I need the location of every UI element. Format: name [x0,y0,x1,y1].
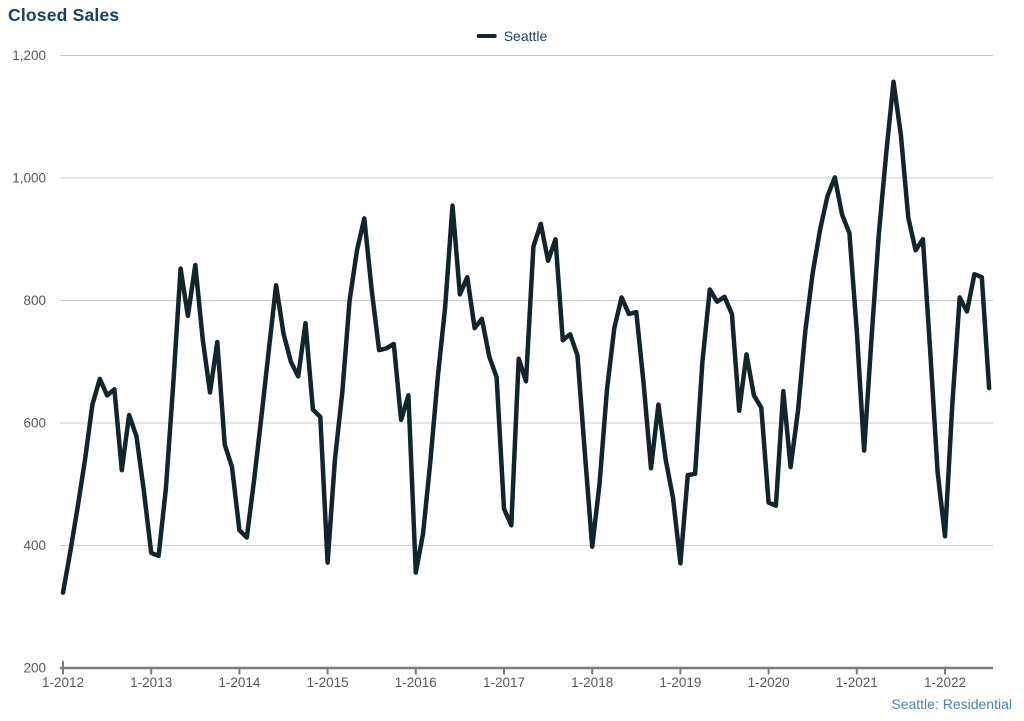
x-tick-label-1-2022: 1-2022 [924,675,966,690]
legend-label: Seattle [503,28,548,44]
legend: Seattle [476,28,548,44]
footer-note: Seattle: Residential [891,696,1012,712]
x-tick-label-1-2012: 1-2012 [42,675,84,690]
x-tick-label-1-2017: 1-2017 [483,675,525,690]
legend-line-swatch [476,33,497,39]
x-tick-label-1-2016: 1-2016 [395,675,437,690]
y-tick-label-400: 400 [23,538,46,553]
x-tick-label-1-2019: 1-2019 [659,675,701,690]
x-tick-label-1-2020: 1-2020 [748,675,790,690]
sales-line-seattle [60,79,992,595]
y-tick-label-200: 200 [23,661,46,676]
y-tick-label-1000: 1,000 [12,171,46,186]
legend-item-seattle[interactable]: Seattle [476,28,548,44]
y-tick-label-800: 800 [23,293,46,308]
x-tick-label-1-2018: 1-2018 [571,675,613,690]
x-tick-label-1-2013: 1-2013 [130,675,172,690]
chart-title: Closed Sales [8,5,120,25]
y-tick-label-1200: 1,200 [12,48,46,63]
x-tick-label-1-2015: 1-2015 [307,675,349,690]
x-tick-label-1-2021: 1-2021 [836,675,878,690]
x-tick-label-1-2014: 1-2014 [218,675,261,690]
y-tick-label-600: 600 [23,416,46,431]
